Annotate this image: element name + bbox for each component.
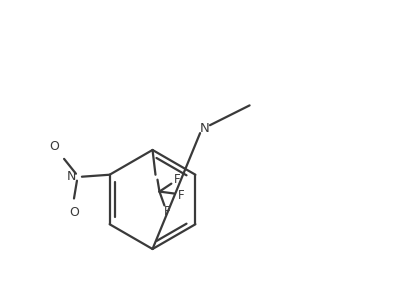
Text: F: F <box>164 205 171 218</box>
Text: F: F <box>174 173 181 186</box>
Text: N: N <box>66 170 76 183</box>
Text: O: O <box>69 206 79 219</box>
Text: N: N <box>200 122 210 135</box>
Text: O: O <box>49 140 59 153</box>
Text: F: F <box>178 189 185 202</box>
